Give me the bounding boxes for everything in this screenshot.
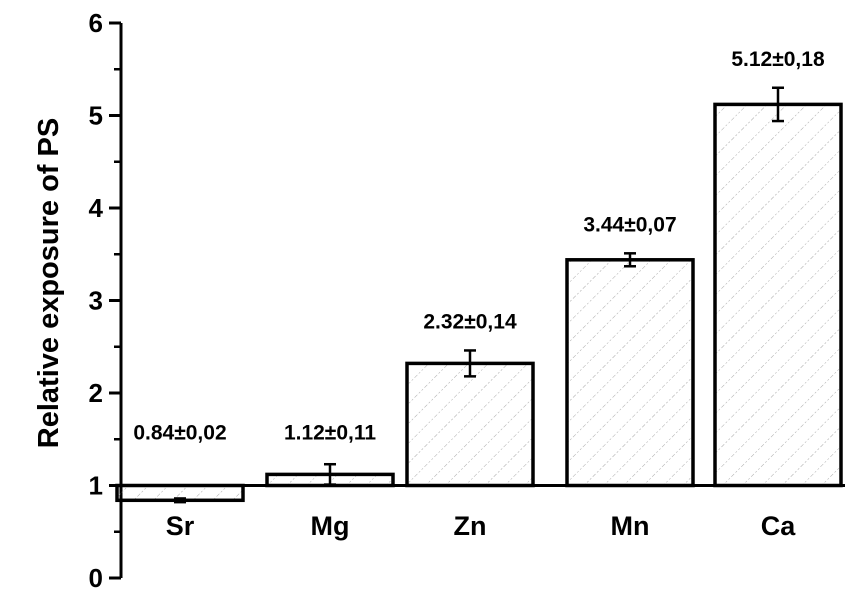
category-label-ca: Ca	[761, 511, 796, 541]
value-labels-group: 0.84±0,02 1.12±0,11 2.32±0,14 3.44±0,07 5.12…	[133, 48, 825, 445]
y-tick-label: 3	[89, 286, 103, 316]
category-label-mn: Mn	[611, 511, 650, 541]
y-tick-label: 0	[89, 563, 103, 592]
bars-group	[115, 102, 843, 503]
value-label-zn: 2.32±0,14	[423, 310, 517, 333]
y-axis-title: Relative exposure of PS	[33, 118, 65, 448]
bar-ca	[713, 102, 843, 488]
error-bar-mn	[624, 252, 636, 268]
error-bars-group	[174, 86, 784, 504]
value-label-mg: 1.12±0,11	[284, 421, 376, 444]
value-label-sr: 0.84±0,02	[133, 421, 226, 444]
y-tick-label: 1	[89, 471, 103, 501]
value-label-ca: 5.12±0,18	[731, 48, 825, 71]
error-bar-mg	[324, 462, 336, 486]
bar-mn	[565, 258, 695, 488]
error-bar-sr	[174, 497, 186, 504]
bar-zn	[405, 361, 535, 488]
category-label-zn: Zn	[454, 511, 487, 541]
y-tick-label: 4	[89, 193, 104, 223]
y-tick-label: 6	[89, 8, 103, 38]
y-tick-label: 2	[89, 378, 103, 408]
error-bar-zn	[464, 349, 476, 378]
y-tick-label: 5	[89, 101, 103, 131]
category-label-sr: Sr	[166, 511, 195, 541]
category-label-mg: Mg	[311, 511, 350, 541]
error-bar-ca	[772, 86, 784, 123]
value-label-mn: 3.44±0,07	[583, 213, 676, 236]
category-labels-group: Sr Mg Zn Mn Ca	[166, 511, 797, 541]
